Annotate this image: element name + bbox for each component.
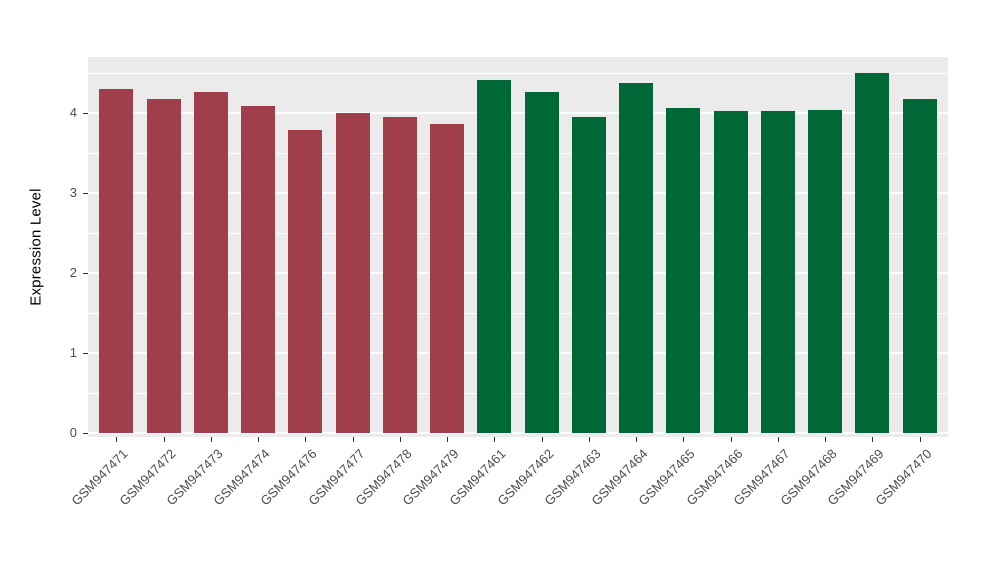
bar-GSM947465 xyxy=(666,108,701,433)
x-tick-GSM947463 xyxy=(588,437,590,442)
gridline-major-1 xyxy=(88,352,948,354)
x-tick-GSM947472 xyxy=(163,437,165,442)
x-tick-GSM947476 xyxy=(305,437,307,442)
gridline-minor-2.5 xyxy=(88,233,948,234)
x-tick-GSM947468 xyxy=(825,437,827,442)
gridline-minor-1.5 xyxy=(88,313,948,314)
x-tick-GSM947467 xyxy=(777,437,779,442)
x-tick-GSM947462 xyxy=(541,437,543,442)
y-tick-label-0: 0 xyxy=(69,425,77,440)
y-tick-label-2: 2 xyxy=(69,265,77,280)
x-tick-GSM947470 xyxy=(919,437,921,442)
x-tick-GSM947473 xyxy=(210,437,212,442)
x-tick-GSM947479 xyxy=(447,437,449,442)
bar-GSM947471 xyxy=(99,89,134,433)
y-axis-title: Expression Level xyxy=(27,188,45,306)
bar-GSM947469 xyxy=(855,73,890,433)
y-tick-0 xyxy=(83,433,88,434)
bar-GSM947472 xyxy=(146,99,181,433)
x-tick-GSM947465 xyxy=(683,437,685,442)
gridline-minor-4.5 xyxy=(88,73,948,74)
x-tick-GSM947466 xyxy=(730,437,732,442)
bar-GSM947467 xyxy=(760,110,795,433)
bar-GSM947477 xyxy=(335,113,370,433)
bar-GSM947479 xyxy=(430,124,465,433)
bar-GSM947466 xyxy=(713,110,748,433)
y-tick-4 xyxy=(83,113,88,114)
bar-GSM947478 xyxy=(382,117,417,433)
bar-GSM947468 xyxy=(808,109,843,433)
x-tick-GSM947464 xyxy=(636,437,638,442)
bar-GSM947476 xyxy=(288,129,323,433)
gridline-minor-0.5 xyxy=(88,393,948,394)
y-tick-label-1: 1 xyxy=(69,345,77,360)
y-tick-label-4: 4 xyxy=(69,105,77,120)
x-tick-GSM947469 xyxy=(872,437,874,442)
plot-panel xyxy=(88,57,948,437)
x-tick-GSM947471 xyxy=(116,437,118,442)
bar-GSM947463 xyxy=(571,117,606,433)
bar-GSM947470 xyxy=(902,99,937,433)
x-tick-GSM947461 xyxy=(494,437,496,442)
x-tick-GSM947474 xyxy=(258,437,260,442)
y-tick-2 xyxy=(83,273,88,274)
gridline-major-4 xyxy=(88,112,948,114)
bar-GSM947464 xyxy=(619,82,654,433)
x-tick-GSM947478 xyxy=(399,437,401,442)
y-tick-3 xyxy=(83,193,88,194)
gridline-major-2 xyxy=(88,272,948,274)
bar-GSM947462 xyxy=(524,92,559,433)
gridline-major-3 xyxy=(88,192,948,194)
y-tick-1 xyxy=(83,353,88,354)
bar-GSM947461 xyxy=(477,80,512,433)
x-tick-GSM947477 xyxy=(352,437,354,442)
bar-GSM947474 xyxy=(241,105,276,433)
y-tick-label-3: 3 xyxy=(69,185,77,200)
bar-GSM947473 xyxy=(193,92,228,433)
gridline-major-0 xyxy=(88,432,948,434)
gridline-minor-3.5 xyxy=(88,153,948,154)
